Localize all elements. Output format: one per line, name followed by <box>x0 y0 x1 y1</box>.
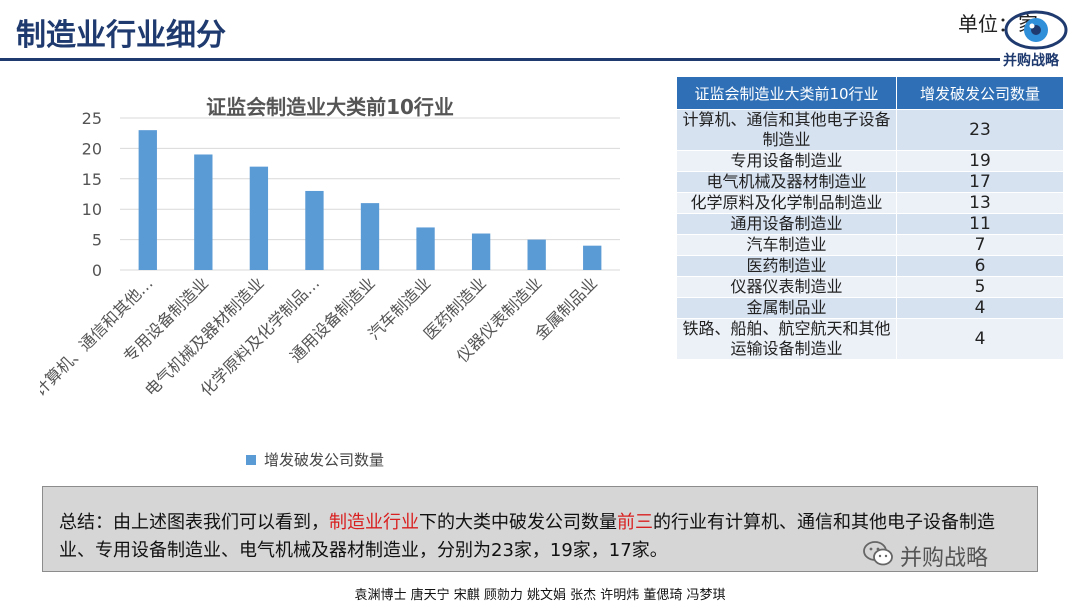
table-row: 计算机、通信和其他电子设备制造业 23 <box>676 109 1064 151</box>
summary-highlight-top3: 前三 <box>617 512 653 533</box>
table-row: 化学原料及化学制品制造业 13 <box>676 192 1064 214</box>
table-row: 铁路、船舶、航空航天和其他运输设备制造业 4 <box>676 318 1064 360</box>
summary-highlight-industry: 制造业行业 <box>329 512 419 533</box>
row-value: 17 <box>896 171 1064 193</box>
row-name: 汽车制造业 <box>676 234 897 256</box>
wechat-watermark: 并购战略 <box>900 546 989 571</box>
row-name: 计算机、通信和其他电子设备制造业 <box>676 109 897 151</box>
summary-box: 总结：由上述图表我们可以看到，制造业行业下的大类中破发公司数量前三的行业有计算机… <box>42 486 1038 572</box>
row-value: 23 <box>896 109 1064 151</box>
row-name: 医药制造业 <box>676 255 897 277</box>
data-table-container: 证监会制造业大类前10行业 增发破发公司数量 计算机、通信和其他电子设备制造业 2… <box>676 76 1064 360</box>
legend-swatch <box>246 455 256 465</box>
legend-label: 增发破发公司数量 <box>264 451 384 469</box>
row-name: 金属制品业 <box>676 297 897 319</box>
row-value: 4 <box>896 318 1064 360</box>
bar <box>583 245 602 270</box>
row-name: 专用设备制造业 <box>676 150 897 172</box>
row-name: 化学原料及化学制品制造业 <box>676 192 897 214</box>
row-name: 通用设备制造业 <box>676 213 897 235</box>
row-value: 4 <box>896 297 1064 319</box>
table-row: 医药制造业 6 <box>676 255 1064 277</box>
row-value: 7 <box>896 234 1064 256</box>
summary-text: 总结：由上述图表我们可以看到，制造业行业下的大类中破发公司数量前三的行业有计算机… <box>59 509 1019 565</box>
bar <box>360 203 380 270</box>
y-tick-label: 10 <box>82 200 102 219</box>
table-row: 电气机械及器材制造业 17 <box>676 171 1064 193</box>
y-tick-label: 25 <box>82 109 102 128</box>
row-name: 仪器仪表制造业 <box>676 276 897 298</box>
bar <box>194 154 213 270</box>
row-value: 5 <box>896 276 1064 298</box>
bar <box>305 190 324 270</box>
bar <box>138 130 157 270</box>
row-name: 电气机械及器材制造业 <box>676 171 897 193</box>
table-row: 专用设备制造业 19 <box>676 150 1064 172</box>
summary-part-2: 下的大类中破发公司数量 <box>419 512 617 533</box>
wechat-icon <box>863 541 893 566</box>
y-tick-label: 15 <box>82 170 102 189</box>
y-tick-label: 20 <box>82 139 102 158</box>
summary-part-3: 的行业有计算机、通信和其他电子设备制造业、专用设备制造业、电气机械及器材制造业，… <box>59 512 995 561</box>
table-row: 金属制品业 4 <box>676 297 1064 319</box>
table-header-row: 证监会制造业大类前10行业 增发破发公司数量 <box>676 76 1064 110</box>
row-value: 13 <box>896 192 1064 214</box>
summary-part-1: 总结：由上述图表我们可以看到， <box>59 512 329 533</box>
table-header-industry: 证监会制造业大类前10行业 <box>676 76 897 110</box>
data-table: 证监会制造业大类前10行业 增发破发公司数量 计算机、通信和其他电子设备制造业 2… <box>676 76 1064 360</box>
bar <box>249 166 269 270</box>
row-value: 19 <box>896 150 1064 172</box>
row-value: 11 <box>896 213 1064 235</box>
table-row: 通用设备制造业 11 <box>676 213 1064 235</box>
bar <box>416 227 435 270</box>
bar <box>471 233 491 270</box>
authors-footer: 袁渊博士 唐天宁 宋麒 顾勍力 姚文娟 张杰 许明炜 董偲琦 冯梦琪 <box>354 588 726 603</box>
y-tick-label: 0 <box>92 261 102 280</box>
row-name: 铁路、船舶、航空航天和其他运输设备制造业 <box>676 318 897 360</box>
table-row: 汽车制造业 7 <box>676 234 1064 256</box>
table-header-count: 增发破发公司数量 <box>896 76 1064 110</box>
eye-logo-icon <box>1004 10 1068 50</box>
bar <box>527 239 546 270</box>
logo-text: 并购战略 <box>1003 53 1059 69</box>
page-title: 制造业行业细分 <box>16 18 226 53</box>
y-tick-label: 5 <box>92 231 102 250</box>
chart-title: 证监会制造业大类前10行业 <box>206 95 454 119</box>
title-divider <box>0 58 1000 61</box>
row-value: 6 <box>896 255 1064 277</box>
table-row: 仪器仪表制造业 5 <box>676 276 1064 298</box>
